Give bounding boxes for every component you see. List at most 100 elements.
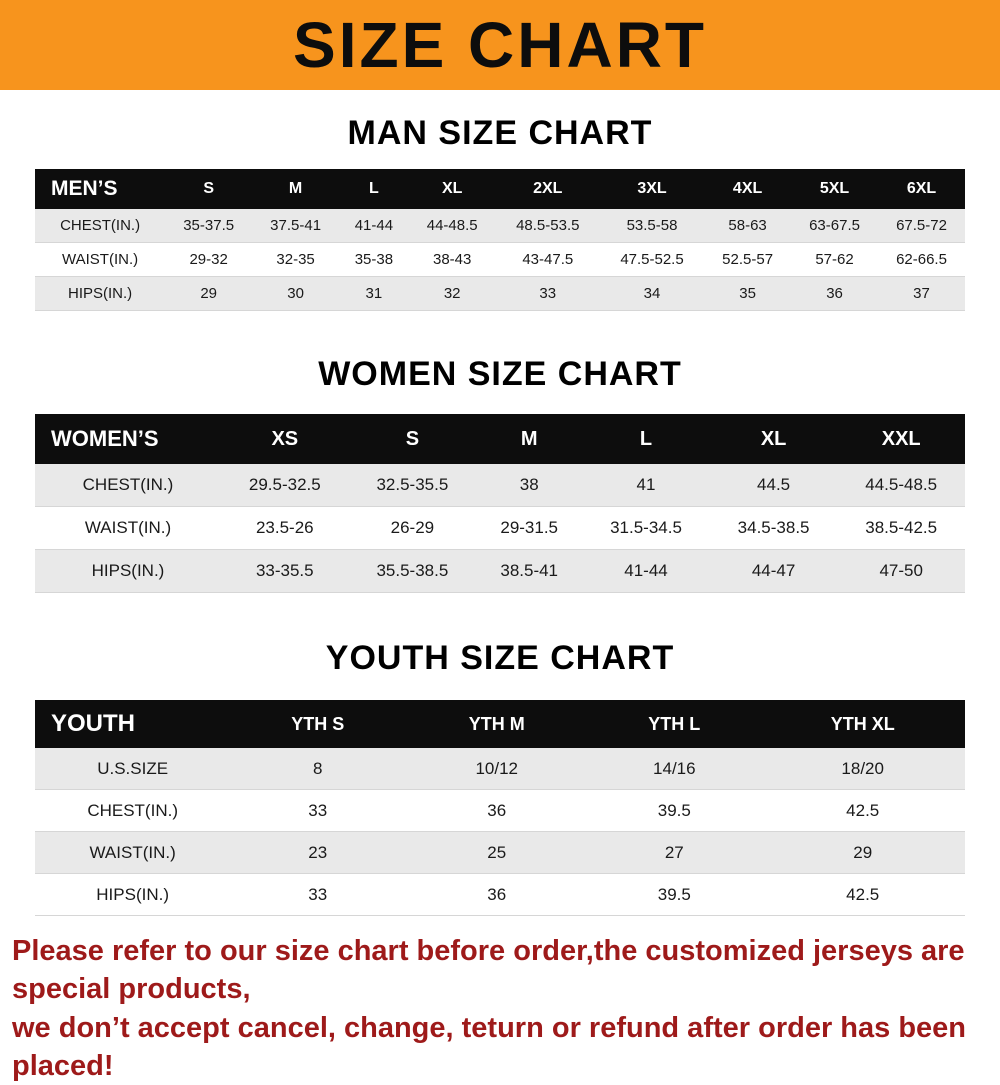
value-cell: 67.5-72 — [878, 209, 965, 243]
value-cell: 26-29 — [348, 506, 477, 550]
value-cell: 42.5 — [760, 873, 965, 916]
value-cell: 52.5-57 — [704, 242, 792, 277]
value-cell: 35.5-38.5 — [348, 549, 477, 593]
value-cell: 33-35.5 — [221, 549, 349, 593]
value-cell: 38.5-41 — [476, 549, 583, 593]
value-cell: 48.5-53.5 — [495, 209, 600, 243]
value-cell: 29-32 — [165, 242, 253, 277]
table-row: HIPS(IN.) 33 36 39.5 42.5 — [35, 873, 965, 916]
value-cell: 25 — [405, 831, 589, 874]
row-label-cell: CHEST(IN.) — [35, 209, 166, 243]
column-header: L — [339, 169, 409, 209]
column-header: YTH XL — [760, 700, 965, 748]
value-cell: 38 — [476, 464, 583, 507]
value-cell: 34.5-38.5 — [709, 506, 838, 550]
value-cell: 33 — [230, 873, 406, 916]
youth-size-table: YOUTH YTH S YTH M YTH L YTH XL U.S.SIZE 8 10/12… — [35, 700, 965, 916]
value-cell: 35-38 — [339, 242, 409, 277]
value-cell: 58-63 — [704, 209, 792, 243]
youth-size-section: YOUTH SIZE CHART YOUTH YTH S YTH M YTH L YTH… — [0, 639, 1000, 916]
table-row: U.S.SIZE 8 10/12 14/16 18/20 — [35, 748, 965, 790]
value-cell: 36 — [405, 789, 589, 832]
value-cell: 63-67.5 — [791, 209, 878, 243]
value-cell: 33 — [495, 276, 600, 311]
value-cell: 37 — [878, 276, 965, 311]
row-label-cell: WAIST(IN.) — [35, 506, 221, 550]
man-size-section: MAN SIZE CHART MEN’S S M L XL 2XL 3XL 4XL 5XL 6XL… — [0, 114, 1000, 311]
women-size-section: WOMEN SIZE CHART WOMEN’S XS S M L XL XXL CHEST(… — [0, 355, 1000, 593]
table-row: WAIST(IN.) 23.5-26 26-29 29-31.5 31.5-34.5 34… — [35, 506, 965, 550]
value-cell: 41 — [582, 464, 710, 507]
value-cell: 32.5-35.5 — [348, 464, 477, 507]
value-cell: 31 — [339, 276, 409, 311]
value-cell: 33 — [230, 789, 406, 832]
value-cell: 43-47.5 — [495, 242, 600, 277]
table-row: WAIST(IN.) 23 25 27 29 — [35, 831, 965, 874]
table-title-cell: MEN’S — [35, 169, 166, 209]
youth-size-heading: YOUTH SIZE CHART — [325, 639, 675, 677]
value-cell: 57-62 — [791, 242, 878, 277]
banner: SIZE CHART — [0, 0, 1000, 90]
value-cell: 27 — [588, 831, 761, 874]
value-cell: 41-44 — [339, 209, 409, 243]
column-header: 6XL — [878, 169, 965, 209]
value-cell: 44.5 — [709, 464, 838, 507]
column-header: XL — [408, 169, 496, 209]
value-cell: 29.5-32.5 — [221, 464, 349, 507]
value-cell: 47-50 — [837, 549, 965, 593]
value-cell: 62-66.5 — [878, 242, 965, 277]
column-header: 2XL — [495, 169, 600, 209]
table-row: HIPS(IN.) 33-35.5 35.5-38.5 38.5-41 41-44 44-… — [35, 549, 965, 593]
value-cell: 31.5-34.5 — [582, 506, 710, 550]
value-cell: 44-47 — [709, 549, 838, 593]
value-cell: 14/16 — [588, 748, 761, 790]
footer-line-2: we don’t accept cancel, change, teturn o… — [12, 1011, 966, 1082]
value-cell: 34 — [599, 276, 705, 311]
column-header: XL — [709, 414, 838, 464]
footer-line-1: Please refer to our size chart before or… — [12, 935, 965, 1006]
header-row: WOMEN’S XS S M L XL XXL — [35, 414, 965, 464]
column-header: L — [582, 414, 710, 464]
value-cell: 29 — [760, 831, 965, 874]
value-cell: 32 — [408, 276, 496, 311]
women-size-table: WOMEN’S XS S M L XL XXL CHEST(IN.) 29.5-32.5 32.5… — [35, 414, 965, 593]
row-label-cell: CHEST(IN.) — [35, 789, 231, 832]
value-cell: 32-35 — [252, 242, 340, 277]
column-header: S — [165, 169, 253, 209]
row-label-cell: HIPS(IN.) — [35, 549, 221, 593]
table-row: CHEST(IN.) 33 36 39.5 42.5 — [35, 789, 965, 832]
header-row: MEN’S S M L XL 2XL 3XL 4XL 5XL 6XL — [35, 169, 965, 209]
column-header: XXL — [837, 414, 965, 464]
page-title: SIZE CHART — [293, 9, 707, 81]
row-label-cell: HIPS(IN.) — [35, 276, 166, 311]
value-cell: 23.5-26 — [221, 506, 349, 550]
value-cell: 39.5 — [588, 873, 761, 916]
row-label-cell: HIPS(IN.) — [35, 873, 231, 916]
column-header: XS — [221, 414, 349, 464]
column-header: M — [476, 414, 583, 464]
value-cell: 29-31.5 — [476, 506, 583, 550]
table-row: CHEST(IN.) 35-37.5 37.5-41 41-44 44-48.5 48.5… — [35, 209, 965, 243]
column-header: YTH S — [230, 700, 406, 748]
value-cell: 47.5-52.5 — [599, 242, 705, 277]
value-cell: 42.5 — [760, 789, 965, 832]
column-header: YTH M — [405, 700, 589, 748]
value-cell: 35 — [704, 276, 792, 311]
column-header: 3XL — [599, 169, 705, 209]
column-header: S — [348, 414, 477, 464]
value-cell: 39.5 — [588, 789, 761, 832]
footer-note: Please refer to our size chart before or… — [12, 932, 988, 1085]
column-header: 5XL — [791, 169, 878, 209]
row-label-cell: U.S.SIZE — [35, 748, 231, 790]
table-title-cell: YOUTH — [35, 700, 231, 748]
value-cell: 29 — [165, 276, 253, 311]
man-size-table: MEN’S S M L XL 2XL 3XL 4XL 5XL 6XL CHEST(IN.) 35-37… — [35, 169, 965, 311]
value-cell: 44-48.5 — [408, 209, 496, 243]
man-size-heading: MAN SIZE CHART — [347, 114, 653, 152]
table-title-cell: WOMEN’S — [35, 414, 221, 464]
value-cell: 36 — [405, 873, 589, 916]
row-label-cell: WAIST(IN.) — [35, 242, 166, 277]
value-cell: 35-37.5 — [165, 209, 253, 243]
row-label-cell: WAIST(IN.) — [35, 831, 231, 874]
